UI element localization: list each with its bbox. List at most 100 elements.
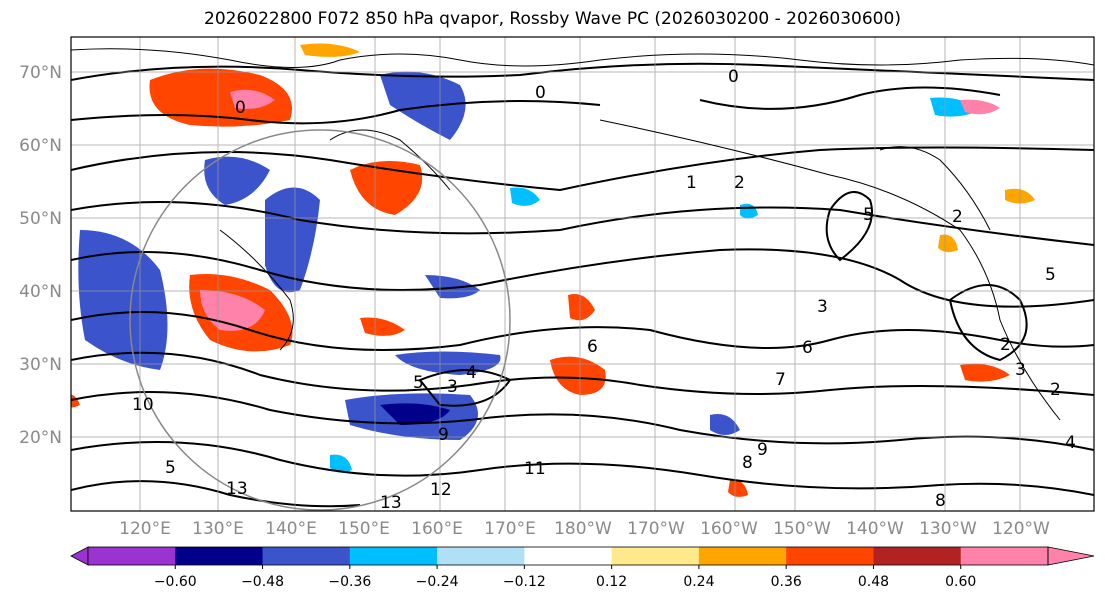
lon-label: 160°W: [700, 519, 758, 539]
contour-line: [71, 100, 601, 125]
contour-label: 2: [952, 207, 963, 227]
positive-anomaly-patch: [960, 99, 1000, 115]
positive-anomaly-patch: [568, 294, 595, 321]
lat-label: 60°N: [19, 136, 62, 156]
contour-line: [71, 311, 1094, 351]
positive-anomaly-patch: [300, 43, 360, 57]
contour-label: 4: [466, 363, 477, 383]
colorbar-tick-label: 0.24: [683, 574, 714, 590]
contour-label: 3: [1015, 360, 1026, 380]
contour-label: 2: [1000, 335, 1011, 355]
colorbar: −0.60 −0.48 −0.36 −0.24 −0.12 0.12 0.24 0.36 0.4…: [70, 546, 1095, 590]
contour-label: 5: [165, 458, 176, 478]
colorbar-border: [87, 546, 1049, 566]
contour-lines: [71, 62, 1094, 508]
colorbar-segment: [698, 547, 787, 565]
colorbar-tick-label: 0.48: [858, 574, 889, 590]
contour-line: [71, 201, 1094, 246]
colorbar-segment: [524, 547, 613, 565]
contour-line: [71, 62, 1094, 81]
colorbar-tick-label: 0.60: [945, 574, 976, 590]
contour-label: 5: [1045, 265, 1056, 285]
positive-anomaly-patch: [149, 68, 292, 127]
longitude-labels: 120°E 130°E 140°E 150°E 160°E 170°E 180°…: [119, 519, 1050, 539]
colorbar-tick-label: −0.60: [154, 574, 197, 590]
graticule: [71, 37, 1094, 511]
colorbar-segment: [611, 547, 700, 565]
positive-anomaly-patch: [350, 161, 423, 215]
contour-label: 13: [380, 493, 402, 513]
negative-anomaly-patch: [380, 403, 450, 425]
lon-label: 130°E: [192, 519, 244, 539]
contour-label: 7: [775, 370, 786, 390]
negative-anomaly-patch: [710, 414, 740, 435]
contour-label: 3: [817, 297, 828, 317]
contour-label: 0: [235, 98, 246, 118]
coastline: [599, 119, 1061, 421]
colorbar-segment: [175, 547, 264, 565]
negative-anomaly-patch: [380, 71, 466, 140]
contour-label: 1: [686, 173, 697, 193]
contour-line: [825, 191, 873, 262]
contour-label: 8: [935, 491, 946, 511]
colorbar-segment: [349, 547, 438, 565]
contour-line: [948, 284, 1028, 362]
lat-label: 30°N: [19, 355, 62, 375]
coastline: [219, 229, 294, 351]
contour-label: 5: [863, 205, 874, 225]
lon-label: 170°E: [484, 519, 536, 539]
contour-line: [71, 441, 1094, 496]
contour-line: [71, 391, 1094, 451]
contour-label: 9: [438, 425, 449, 445]
colorbar-tick-label: −0.36: [328, 574, 371, 590]
positive-anomaly-patch: [360, 317, 405, 336]
positive-anomaly-patch: [550, 356, 606, 395]
contour-label: 2: [1050, 380, 1061, 400]
map-border: [70, 36, 1095, 512]
coastline: [879, 146, 991, 231]
contour-label: 2: [734, 173, 745, 193]
contour-line: [418, 369, 512, 407]
colorbar-segment: [873, 547, 962, 565]
lat-label: 50°N: [19, 209, 62, 229]
contour-label: 13: [226, 479, 248, 499]
negative-anomaly-patch: [78, 230, 168, 370]
negative-anomaly-patch: [425, 275, 480, 299]
lon-label: 120°E: [119, 519, 171, 539]
contour-line: [71, 351, 1094, 396]
coastline: [71, 48, 1094, 68]
colorbar-segment: [786, 547, 874, 565]
lon-label: 130°W: [919, 519, 977, 539]
colorbar-tick-label: −0.48: [241, 574, 284, 590]
colorbar-tick-label: 0.12: [596, 574, 627, 590]
positive-anomaly-patch: [960, 363, 1010, 382]
contour-labels: 0 0 0 1 2 2 2 2 3 3 3 4 4 5 5 5 5 6 6 7 …: [132, 67, 1076, 513]
negative-anomaly-patch: [265, 187, 320, 293]
contour-label: 3: [447, 377, 458, 397]
contour-label: 4: [1065, 433, 1076, 453]
positive-anomaly-patch: [230, 89, 275, 109]
contour-label: 0: [728, 67, 739, 87]
positive-anomaly-patch: [938, 234, 958, 253]
contour-line: [71, 146, 1094, 192]
contour-label: 11: [524, 459, 546, 479]
lon-label: 160°E: [411, 519, 463, 539]
lat-label: 40°N: [19, 282, 62, 302]
lon-label: 180°W: [554, 519, 612, 539]
lon-label: 150°W: [773, 519, 831, 539]
lon-label: 170°W: [627, 519, 685, 539]
contour-line: [71, 480, 361, 508]
lat-label: 70°N: [19, 63, 62, 83]
positive-anomaly-patch: [71, 394, 80, 408]
lon-label: 120°W: [992, 519, 1050, 539]
lon-label: 140°W: [846, 519, 904, 539]
colorbar-tick-label: 0.36: [771, 574, 802, 590]
colorbar-tick-label: −0.12: [503, 574, 546, 590]
contour-label: 10: [132, 395, 154, 415]
contour-label: 12: [430, 480, 452, 500]
colorbar-tick-label: −0.24: [416, 574, 459, 590]
contour-label: 0: [535, 83, 546, 103]
contour-line: [699, 86, 1001, 110]
contour-label: 9: [757, 440, 768, 460]
